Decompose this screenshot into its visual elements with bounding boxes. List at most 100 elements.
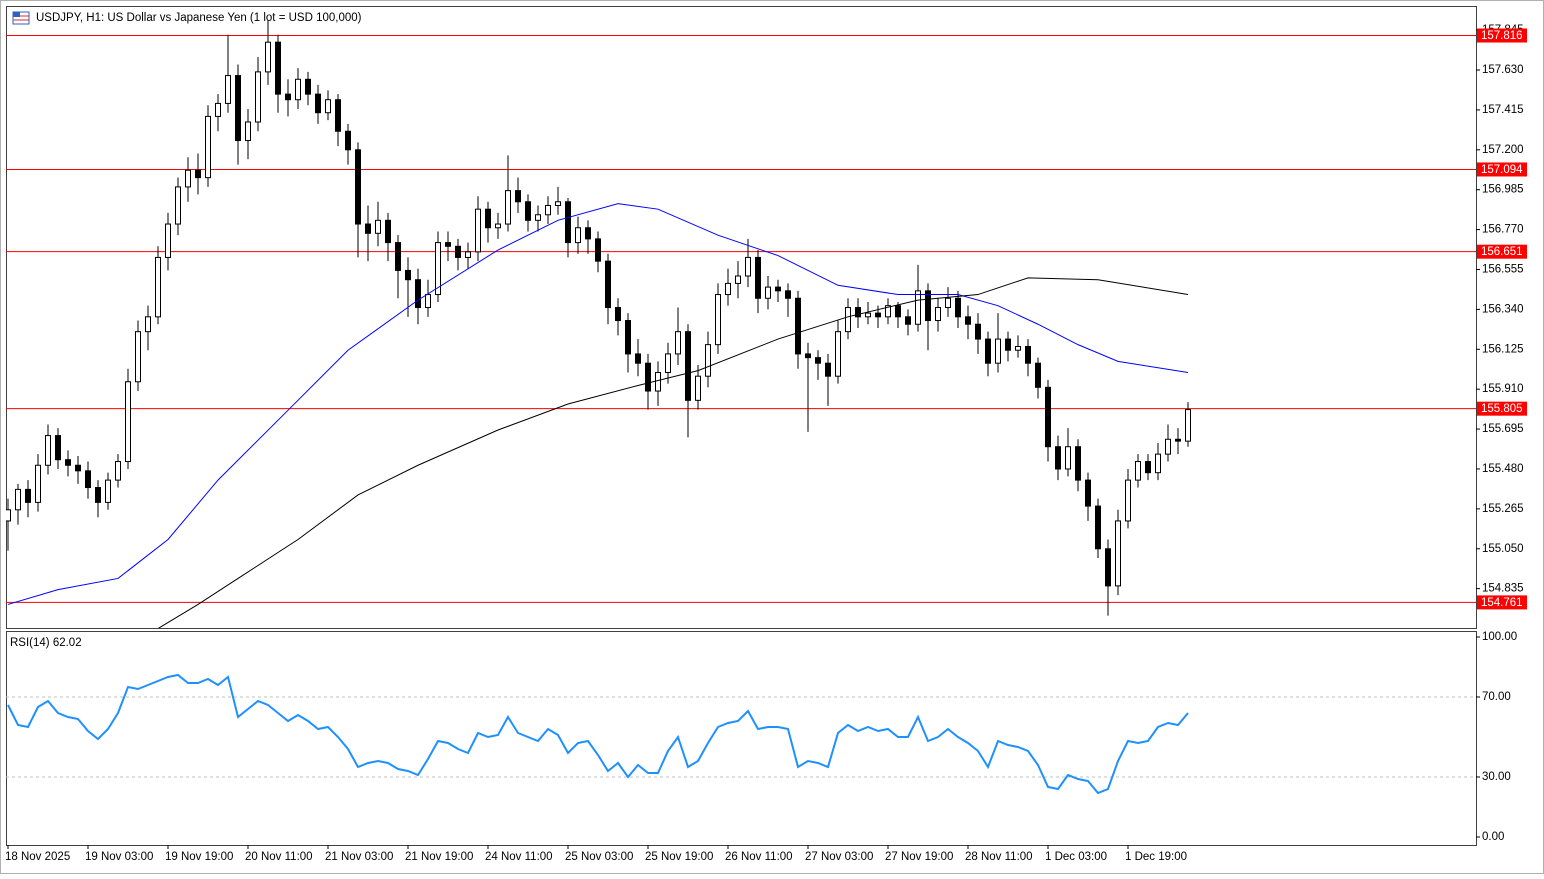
rsi-title: RSI(14) 62.02	[10, 637, 82, 649]
candle-body	[975, 323, 981, 340]
candle-body	[835, 331, 841, 377]
candle-body	[6, 509, 11, 522]
candle-body	[125, 381, 131, 463]
candle-body	[295, 78, 301, 101]
price-level-tag	[1477, 244, 1527, 259]
candle-body	[95, 487, 101, 503]
candle-body	[875, 312, 881, 318]
y-tick-label: 156.770	[1482, 224, 1524, 236]
candle-body	[885, 305, 891, 318]
candle-body	[455, 245, 461, 258]
candle-body	[65, 459, 71, 466]
candle-body	[785, 290, 791, 299]
candle-body	[685, 331, 691, 401]
y-tick-label: 154.835	[1482, 583, 1524, 595]
x-tick-label: 25 Nov 19:00	[645, 851, 713, 863]
candle-body	[515, 190, 521, 203]
candle-body	[285, 93, 291, 101]
candle-body	[845, 307, 851, 333]
candle-body	[1055, 446, 1061, 470]
candle-body	[745, 256, 751, 277]
candle-body	[1145, 461, 1151, 474]
symbol-icon	[12, 11, 30, 25]
candle-body	[655, 371, 661, 392]
candle-body	[645, 362, 651, 392]
candle-body	[895, 305, 901, 318]
candle-body	[245, 121, 251, 142]
candle-body	[755, 256, 761, 299]
candle-body	[925, 290, 931, 322]
price-level-tag	[1477, 28, 1527, 43]
candle-body	[635, 353, 641, 364]
price-plot	[6, 19, 1476, 628]
y-tick-label: 155.695	[1482, 423, 1524, 435]
y-tick-label: 156.985	[1482, 184, 1524, 196]
candle-body	[55, 435, 61, 461]
y-tick-label: 157.200	[1482, 144, 1524, 156]
candle-body	[145, 316, 151, 333]
candle-body	[725, 282, 731, 296]
candle-body	[1175, 438, 1181, 442]
candle-body	[1015, 346, 1021, 351]
candle-body	[345, 130, 351, 151]
candle-body	[115, 461, 121, 481]
candle-body	[265, 41, 271, 73]
candle-body	[395, 242, 401, 271]
candle-body	[1045, 386, 1051, 448]
candle-body	[765, 286, 771, 299]
candle-body	[325, 99, 331, 114]
price-level-label: 157.816	[1481, 30, 1523, 42]
candle-body	[795, 297, 801, 355]
candle-body	[905, 316, 911, 325]
candle-body	[615, 307, 621, 322]
candle-body	[935, 307, 941, 322]
rsi-y-tick-label: 70.00	[1482, 691, 1511, 703]
candle-body	[45, 435, 51, 466]
candle-body	[15, 488, 21, 511]
candle-body	[275, 41, 281, 95]
candle-body	[255, 71, 261, 123]
rsi-panel	[6, 631, 1477, 846]
x-tick-label: 27 Nov 19:00	[885, 851, 953, 863]
candle-body	[735, 275, 741, 284]
candle-body	[175, 186, 181, 225]
y-tick-label: 155.910	[1482, 383, 1524, 395]
candle-body	[1185, 409, 1191, 442]
candle-body	[825, 362, 831, 377]
candle-body	[675, 331, 681, 355]
candle-body	[1005, 338, 1011, 351]
candle-body	[1125, 479, 1131, 522]
candle-body	[705, 344, 711, 377]
candle-body	[805, 353, 811, 359]
candle-body	[1105, 548, 1111, 587]
candle-body	[1155, 453, 1161, 474]
candle-body	[1085, 479, 1091, 507]
candle-body	[75, 464, 81, 472]
candle-body	[1115, 520, 1121, 587]
candle-body	[365, 223, 371, 234]
price-level-tag	[1477, 595, 1527, 610]
candle-body	[855, 307, 861, 318]
candle-body	[625, 320, 631, 355]
candle-body	[595, 238, 601, 262]
price-level-label: 154.761	[1481, 597, 1523, 609]
candle-body	[965, 316, 971, 325]
window-title: USDJPY, H1: US Dollar vs Japanese Yen (1…	[36, 12, 362, 24]
candle-body	[505, 190, 511, 225]
y-tick-label: 157.630	[1482, 64, 1524, 76]
candle-body	[1025, 346, 1031, 364]
rsi-y-tick-label: 100.00	[1482, 631, 1517, 643]
y-tick-label: 155.050	[1482, 543, 1524, 555]
price-level-label: 156.651	[1481, 246, 1523, 258]
price-level-tag	[1477, 162, 1527, 177]
candle-body	[555, 201, 561, 206]
x-tick-label: 19 Nov 19:00	[165, 851, 233, 863]
rsi-plot	[6, 673, 1476, 795]
y-tick-label: 156.555	[1482, 264, 1524, 276]
candle-body	[215, 102, 221, 117]
rsi-line	[7, 673, 1189, 795]
candle-body	[775, 286, 781, 292]
